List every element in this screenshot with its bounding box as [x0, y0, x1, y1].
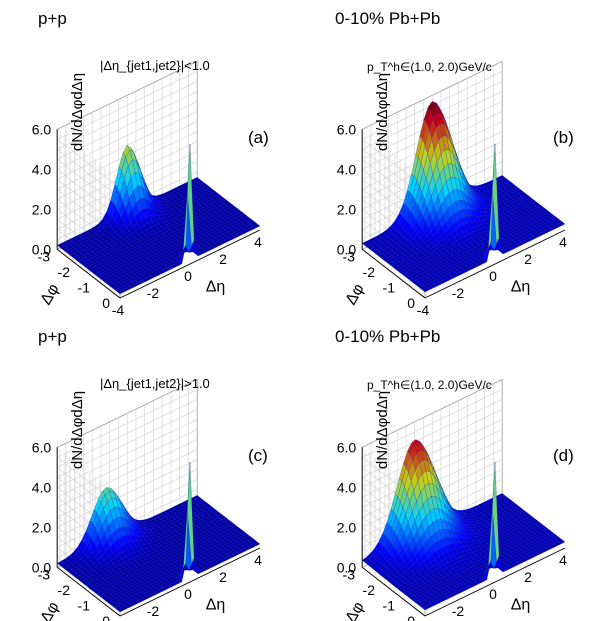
chart-panel-3: 0.02.04.06.0-4-20240-1-2-3ΔηΔφdN/dΔφdΔη0… [335, 327, 574, 621]
surface-cell [557, 221, 566, 227]
z-axis-label: dN/dΔφdΔη [374, 391, 391, 469]
panel-header: p+p [38, 327, 67, 346]
phi-axis-label: Δφ [37, 281, 62, 308]
panel-header: 0-10% Pb+Pb [335, 9, 440, 28]
panel-label: (b) [553, 128, 574, 147]
eta-tick-label: 4 [254, 552, 262, 568]
z-tick-label: 0.0 [337, 241, 357, 257]
phi-axis-label: Δφ [342, 599, 367, 621]
eta-tick-label: 0 [489, 268, 497, 284]
chart-panel-0: 0.0 2.0 4.0 6.0 -4 -2 0 2 4 0 -1 -2 -3 Δη Δφ dN/dΔφdΔη p… [32, 9, 269, 318]
z-tick-label: 6.0 [337, 121, 357, 137]
eta-tick-label: -2 [147, 603, 160, 619]
surface [361, 439, 566, 611]
phi-axis [56, 248, 121, 299]
phi-axis [361, 248, 426, 299]
z-tick-label: 2.0 [337, 519, 357, 535]
eta-tick-label: -2 [147, 285, 160, 301]
phi-tick-label: -3 [343, 249, 356, 265]
phi-axis [361, 566, 426, 617]
z-tick-label: 6.0 [337, 439, 357, 455]
eta-axis [119, 229, 261, 299]
panel-header: 0-10% Pb+Pb [335, 327, 440, 346]
eta-tick-label: 4 [254, 234, 262, 250]
eta-tick-label: -2 [452, 285, 465, 301]
axes [56, 129, 261, 299]
eta-tick-label: 4 [559, 234, 567, 250]
surface [56, 461, 261, 613]
phi-tick-label: -3 [343, 567, 356, 583]
phi-tick-label: -1 [78, 280, 91, 296]
panel-label: (a) [248, 128, 269, 147]
axes [56, 447, 261, 617]
chart-panel-1: 0.0 2.0 4.0 6.0 -4 -2 0 2 4 0 -1 -2 -3 Δη Δφ dN/dΔφdΔη 0… [335, 9, 574, 318]
eta-tick-label: 2 [524, 251, 532, 267]
surface-cell [557, 539, 566, 545]
phi-tick-label: 0 [407, 295, 415, 311]
z-tick-label: 4.0 [32, 479, 52, 495]
z-tick-label: 0.0 [32, 559, 52, 575]
z-tick-label: 6.0 [32, 121, 52, 137]
panel-header: p+p [38, 9, 67, 28]
phi-axis-label: Δφ [342, 281, 367, 308]
eta-tick-label: 2 [524, 569, 532, 585]
eta-tick-label: -4 [112, 302, 125, 318]
z-axis-label: dN/dΔφdΔη [374, 73, 391, 151]
phi-tick-label: -1 [383, 280, 396, 296]
eta-tick-label: -2 [452, 603, 465, 619]
phi-tick-label: -1 [383, 598, 396, 614]
z-tick-label: 0.0 [32, 241, 52, 257]
eta-tick-label: 2 [219, 251, 227, 267]
z-tick-label: 4.0 [337, 479, 357, 495]
chart-panel-2: 0.02.04.06.0-4-20240-1-2-3ΔηΔφdN/dΔφdΔηp… [32, 327, 268, 621]
z-tick-label: 4.0 [337, 161, 357, 177]
z-tick-label: 4.0 [32, 161, 52, 177]
z-axis-label: dN/dΔφdΔη [69, 391, 86, 469]
panel-label: (c) [248, 446, 268, 465]
eta-tick-label: 0 [489, 586, 497, 602]
eta-tick-label: 2 [219, 569, 227, 585]
eta-axis-label: Δη [511, 279, 531, 296]
phi-tick-label: -1 [78, 598, 91, 614]
z-tick-label: 0.0 [337, 559, 357, 575]
pt-range-annotation: p_T^h∈(1.0, 2.0)GeV/c [367, 378, 492, 392]
eta-tick-label: -4 [417, 302, 430, 318]
eta-axis-label: Δη [511, 597, 531, 614]
eta-axis [424, 547, 566, 617]
z-tick-label: 2.0 [337, 201, 357, 217]
phi-tick-label: -3 [38, 567, 51, 583]
phi-tick-label: -2 [363, 582, 376, 598]
axes [361, 129, 566, 299]
surface-cell [252, 541, 261, 547]
z-axis-label: dN/dΔφdΔη [69, 73, 86, 151]
eta-tick-label: 0 [184, 586, 192, 602]
phi-tick-label: -2 [363, 264, 376, 280]
surface-cell [252, 223, 261, 229]
surface [56, 143, 261, 295]
phi-tick-label: 0 [407, 613, 415, 621]
eta-axis [424, 229, 566, 299]
phi-tick-label: 0 [102, 295, 110, 311]
panel-label: (d) [553, 446, 574, 465]
phi-tick-label: 0 [102, 613, 110, 621]
phi-tick-label: -3 [38, 249, 51, 265]
phi-axis [56, 566, 121, 617]
phi-tick-label: -2 [58, 264, 71, 280]
z-tick-label: 2.0 [32, 201, 52, 217]
phi-axis-label: Δφ [37, 599, 62, 621]
phi-tick-label: -2 [58, 582, 71, 598]
z-tick-label: 6.0 [32, 439, 52, 455]
eta-tick-label: 4 [559, 552, 567, 568]
z-tick-label: 2.0 [32, 519, 52, 535]
eta-axis-label: Δη [206, 279, 226, 296]
axes [361, 447, 566, 617]
eta-tick-label: 0 [184, 268, 192, 284]
pt-range-annotation: p_T^h∈(1.0, 2.0)GeV/c [367, 60, 492, 74]
eta-cut-annotation: |Δη_{jet1,jet2}|<1.0 [100, 58, 210, 73]
eta-cut-annotation: |Δη_{jet1,jet2}|>1.0 [100, 376, 210, 391]
eta-axis [119, 547, 261, 617]
eta-axis-label: Δη [206, 597, 226, 614]
surface [361, 100, 566, 293]
